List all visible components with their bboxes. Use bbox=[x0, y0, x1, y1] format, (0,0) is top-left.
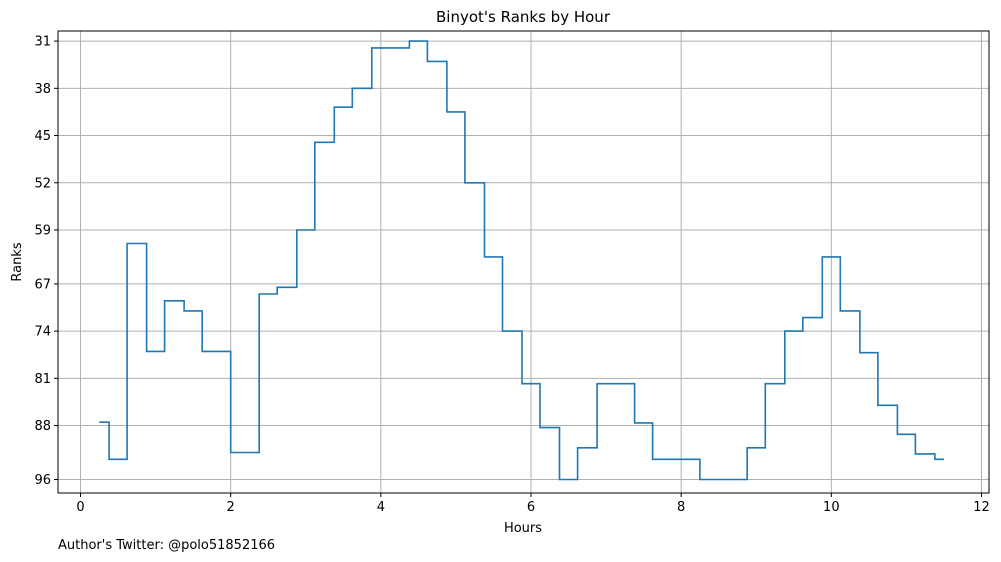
x-tick-label: 2 bbox=[227, 500, 235, 515]
series-line-ranks bbox=[99, 40, 944, 481]
y-tick-label: 52 bbox=[34, 176, 51, 191]
series-layer bbox=[99, 40, 944, 481]
x-axis-label: Hours bbox=[504, 521, 542, 536]
author-credit: Author's Twitter: @polo51852166 bbox=[58, 538, 276, 553]
x-tick-label: 10 bbox=[823, 500, 840, 515]
y-tick-label: 38 bbox=[34, 82, 51, 97]
y-tick-label: 31 bbox=[34, 35, 51, 50]
x-tick-label: 4 bbox=[377, 500, 385, 515]
ticks-layer: 0 2 4 6 8 10 12 31 38 45 52 59 67 74 81 88 96 bbox=[34, 35, 989, 515]
y-tick-label: 88 bbox=[34, 419, 51, 434]
x-tick-label: 12 bbox=[973, 500, 990, 515]
plot-area-frame bbox=[57, 30, 990, 494]
x-tick-label: 6 bbox=[527, 500, 535, 515]
y-tick-label: 67 bbox=[34, 277, 51, 292]
y-tick-label: 74 bbox=[34, 325, 51, 340]
grid-layer bbox=[58, 31, 989, 493]
chart-title: Binyot's Ranks by Hour bbox=[436, 8, 611, 26]
y-tick-label: 96 bbox=[34, 473, 51, 488]
x-tick-label: 8 bbox=[677, 500, 685, 515]
x-tick-label: 0 bbox=[76, 500, 84, 515]
y-axis-label: Ranks bbox=[10, 242, 25, 281]
y-tick-label: 45 bbox=[34, 129, 51, 144]
y-tick-label: 81 bbox=[34, 372, 51, 387]
y-tick-label: 59 bbox=[34, 223, 51, 238]
